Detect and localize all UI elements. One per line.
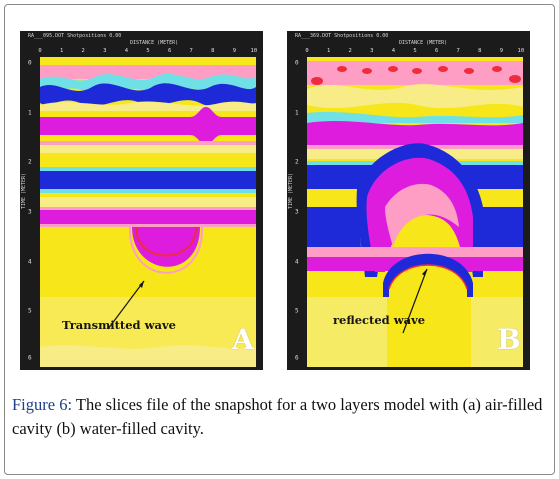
- panel-b-y-tick: 0: [295, 59, 299, 67]
- panel-b-x-tick: 6: [434, 48, 439, 54]
- panel-b-x-tick: 10: [517, 48, 525, 54]
- panel-a-x-tick: 7: [189, 48, 193, 54]
- panel-b-y-tick: 1: [295, 109, 299, 117]
- caption-text: The slices file of the snapshot for a tw…: [12, 395, 543, 438]
- panel-a-annotation: Transmitted wave: [62, 318, 176, 332]
- panel-b-y-ticks: 0 1 2 3 4 5 6: [289, 57, 303, 367]
- panel-a-x-ticks: 0 1 2 3 4 5 6 7 8 9 10: [38, 48, 258, 56]
- panel-a-x-tick: 1: [59, 48, 64, 54]
- panel-a-x-tick: 10: [250, 48, 258, 54]
- panel-a-y-tick: 0: [28, 59, 32, 67]
- panel-b-y-tick: 2: [295, 158, 299, 166]
- panel-a-distance-label: DISTANCE (METER): [130, 40, 179, 46]
- panel-a-y-tick: 1: [28, 109, 32, 117]
- figure-caption: Figure 6: The slices file of the snapsho…: [12, 393, 544, 441]
- panel-b-x-tick: 0: [305, 48, 309, 54]
- panel-a-y-tick: 2: [28, 158, 32, 166]
- panel-a-y-tick: 5: [28, 307, 32, 315]
- panel-b-annotation: reflected wave: [333, 313, 426, 327]
- panel-a-x-tick: 4: [124, 48, 129, 54]
- panel-b-y-tick: 4: [295, 258, 299, 266]
- panel-b-y-tick: 6: [295, 354, 299, 362]
- panel-a-y-ticks: 0 1 2 3 4 5 6: [22, 57, 36, 367]
- panel-a-x-tick: 6: [167, 48, 172, 54]
- panel-a: RA___095.DOT Shotpositions 0.00 DISTANCE…: [20, 31, 263, 370]
- panel-b-x-tick: 2: [348, 48, 352, 54]
- panel-b-x-ticks: 0 1 2 3 4 5 6 7 8 9 10: [305, 48, 525, 56]
- caption-label: Figure 6:: [12, 395, 73, 414]
- panel-a-time-label: TIME (METER): [21, 172, 27, 210]
- panel-b-y-tick: 5: [295, 307, 299, 315]
- panel-a-x-tick: 3: [103, 48, 107, 54]
- panel-a-x-tick: 9: [232, 48, 237, 54]
- panel-b-x-tick: 7: [456, 48, 460, 54]
- panel-a-letter: A: [232, 323, 254, 356]
- panel-b-snapshot-image: [307, 57, 523, 367]
- panel-b-x-tick: 4: [391, 48, 396, 54]
- panel-b-distance-label: DISTANCE (METER): [399, 40, 448, 46]
- panel-a-y-tick: 3: [28, 208, 32, 216]
- panel-a-header: RA___095.DOT Shotpositions 0.00: [28, 33, 122, 39]
- panel-b-x-tick: 8: [478, 48, 482, 54]
- panel-a-x-tick: 5: [146, 48, 150, 54]
- panel-a-snapshot-image: [40, 57, 256, 367]
- panel-b-time-label: TIME (METER): [288, 172, 294, 210]
- panel-a-y-tick: 4: [28, 258, 32, 266]
- panel-b-y-tick: 3: [295, 208, 299, 216]
- panel-b-x-tick: 3: [370, 48, 374, 54]
- panel-a-x-tick: 0: [38, 48, 42, 54]
- panel-b-x-tick: 5: [413, 48, 417, 54]
- panel-b-x-tick: 9: [499, 48, 504, 54]
- panel-a-x-tick: 8: [211, 48, 215, 54]
- panel-b-header: RA___369.DOT Shotpositions 0.00: [295, 33, 389, 39]
- panel-b: RA___369.DOT Shotpositions 0.00 DISTANCE…: [287, 31, 530, 370]
- panel-a-y-tick: 6: [28, 354, 32, 362]
- panel-a-x-tick: 2: [81, 48, 85, 54]
- panel-b-letter: B: [497, 323, 521, 356]
- panel-b-x-tick: 1: [326, 48, 331, 54]
